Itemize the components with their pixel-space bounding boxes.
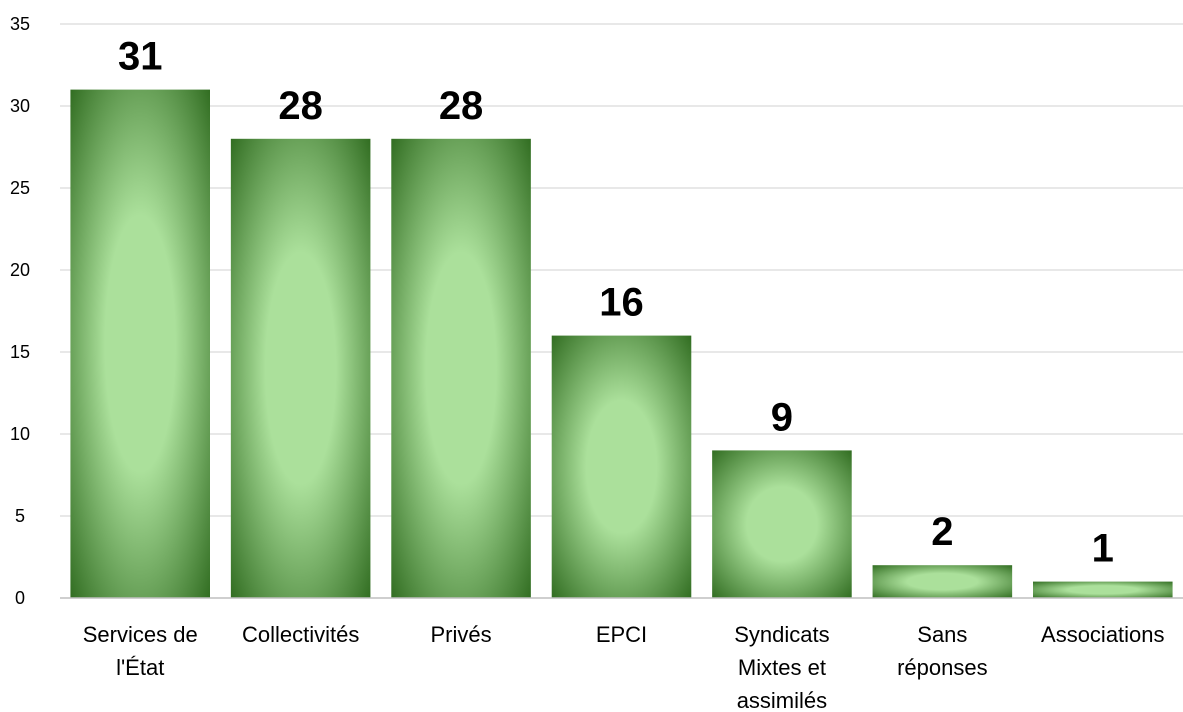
data-label: 16	[599, 281, 644, 325]
category-label-line: Sans	[917, 622, 967, 647]
category-label-line: l'État	[116, 655, 164, 680]
y-tick-label: 25	[10, 178, 30, 198]
y-tick-label: 35	[10, 14, 30, 34]
category-label: Collectivités	[242, 622, 359, 647]
category-label-line: assimilés	[737, 688, 827, 712]
y-tick-label: 30	[10, 96, 30, 116]
category-label-line: Services de	[83, 622, 198, 647]
bars	[70, 89, 1173, 599]
y-axis-ticks: 0 5 10 15 20 25 30 35	[10, 14, 30, 608]
category-label-line: Privés	[431, 622, 492, 647]
data-label: 28	[278, 84, 323, 128]
category-label: Syndicats Mixtes et assimilés	[734, 622, 829, 712]
data-labels: 31 28 28 16 9 2 1	[118, 35, 1114, 571]
bar	[391, 138, 531, 599]
category-label-line: EPCI	[596, 622, 647, 647]
category-label-line: Collectivités	[242, 622, 359, 647]
data-label: 2	[931, 510, 953, 554]
category-label: Privés	[431, 622, 492, 647]
bar	[712, 450, 852, 598]
bar	[230, 138, 371, 599]
x-axis-category-labels: Services de l'État Collectivités Privés EPCI…	[83, 622, 1165, 712]
data-label: 28	[439, 84, 484, 128]
category-label: Associations	[1041, 622, 1165, 647]
category-label-line: Mixtes et	[738, 655, 826, 680]
data-label: 31	[118, 35, 163, 79]
category-label: EPCI	[596, 622, 647, 647]
y-tick-label: 5	[15, 506, 25, 526]
y-tick-label: 0	[15, 588, 25, 608]
bar	[1032, 581, 1173, 598]
y-tick-label: 15	[10, 342, 30, 362]
bar	[551, 335, 692, 598]
category-label-line: Associations	[1041, 622, 1165, 647]
category-label-line: réponses	[897, 655, 988, 680]
bar	[70, 89, 211, 598]
y-tick-label: 10	[10, 424, 30, 444]
data-label: 1	[1092, 527, 1114, 571]
category-label-line: Syndicats	[734, 622, 829, 647]
data-label: 9	[771, 395, 793, 439]
category-label: Sans réponses	[897, 622, 988, 680]
y-tick-label: 20	[10, 260, 30, 280]
bar	[872, 565, 1013, 598]
category-label: Services de l'État	[83, 622, 198, 680]
